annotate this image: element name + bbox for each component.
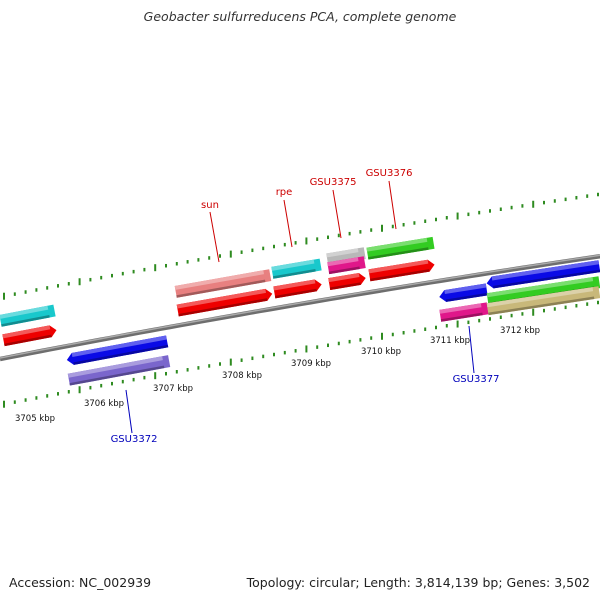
scale-label: 3709 kbp xyxy=(291,359,331,369)
gene-khaki-right xyxy=(486,286,600,316)
gene-gsu3376-green xyxy=(366,236,435,260)
scale-label: 3712 kbp xyxy=(500,326,540,336)
gene-label-gsu3377-leader xyxy=(468,325,475,374)
gene-label-gsu3376-leader xyxy=(388,180,397,230)
gene-khaki-right-shine xyxy=(486,287,594,308)
gene-gsu3377-magenta-shine xyxy=(439,303,482,314)
gene-sun-red-shadow xyxy=(178,298,268,317)
gene-gsu3376-red-shine xyxy=(368,259,429,274)
gene-gsu3372-purple-shine xyxy=(67,356,163,378)
gene-label-gsu3377: GSU3377 xyxy=(453,374,500,385)
gene-gsu3376-green-shadow xyxy=(368,247,429,260)
scale-label: 3711 kbp xyxy=(430,336,470,346)
gene-gsu3375-red xyxy=(328,273,366,290)
gene-labels: sun rpe GSU3375 GSU3376 GSU3372 GSU3377 xyxy=(111,168,500,445)
gene-gsu3377-blue-shadow xyxy=(445,292,488,302)
gene-gsu3377-magenta xyxy=(439,302,489,322)
gene-label-gsu3375: GSU3375 xyxy=(310,177,357,188)
upper-tick-track xyxy=(3,192,599,300)
backbone-line xyxy=(0,253,600,362)
gene-sun-red-shine xyxy=(176,288,267,309)
map-title: Geobacter sulfurreducens PCA, complete g… xyxy=(143,9,457,24)
scale-label: 3708 kbp xyxy=(222,371,262,381)
gene-gsu3372-blue-shadow xyxy=(73,344,169,365)
scale-labels: 3705 kbp 3706 kbp 3707 kbp 3708 kbp 3709 kbp… xyxy=(15,326,540,424)
gene-gsu3377-magenta-shadow xyxy=(440,312,483,322)
gene-rpe-cyan xyxy=(271,258,322,279)
gene-label-rpe: rpe xyxy=(276,187,293,198)
gene-cyan-left xyxy=(0,304,56,327)
backbone-highlight xyxy=(0,254,600,359)
gene-gsu3375-red-shadow xyxy=(329,282,361,290)
gene-red-left-shine xyxy=(2,325,51,339)
scale-label: 3710 kbp xyxy=(361,347,401,357)
genome-stats-text: Topology: circular; Length: 3,814,139 bp… xyxy=(246,575,590,590)
scale-label: 3706 kbp xyxy=(84,399,124,409)
gene-blue-right-shine xyxy=(491,260,600,281)
accession-text: Accession: NC_002939 xyxy=(9,575,152,590)
gene-gsu3375-magenta xyxy=(327,256,366,275)
gene-label-gsu3375-leader xyxy=(332,189,342,239)
scale-label: 3707 kbp xyxy=(153,384,193,394)
gene-gsu3377-blue-shine xyxy=(444,283,487,295)
gene-gsu3377-blue xyxy=(439,283,488,302)
gene-rpe-red-shine xyxy=(273,279,316,291)
gene-red-left xyxy=(2,325,57,347)
gene-sun-salmon-shadow xyxy=(176,279,266,298)
gene-label-sun-leader xyxy=(209,211,220,263)
lower-tick-track xyxy=(3,300,599,408)
gene-khaki-right-shadow xyxy=(488,296,595,316)
scale-label: 3705 kbp xyxy=(15,414,55,424)
genome-backbone xyxy=(0,253,600,362)
gene-cyan-left-shadow xyxy=(1,315,50,327)
gene-rpe-red-shadow xyxy=(274,288,317,299)
gene-gsu3372-blue xyxy=(66,335,169,365)
gene-features xyxy=(0,236,600,386)
gene-label-gsu3372-leader xyxy=(125,389,133,434)
gene-sun-salmon-shine xyxy=(174,270,265,290)
gene-sun-salmon xyxy=(174,269,272,298)
gene-gsu3372-blue-shine xyxy=(71,335,167,357)
gene-gsu3372-purple xyxy=(67,355,171,386)
gene-rpe-cyan-shadow xyxy=(272,268,316,279)
gene-red-left-shadow xyxy=(4,334,52,347)
gene-gsu3375-magenta-shine xyxy=(327,257,359,267)
gene-green-right-shine xyxy=(486,277,594,298)
gene-gsu3376-red xyxy=(368,259,435,282)
gene-label-gsu3376: GSU3376 xyxy=(366,168,413,179)
gene-gsu3376-green-shine xyxy=(366,237,428,252)
gene-label-leaders xyxy=(125,180,475,434)
gene-rpe-cyan-shine xyxy=(271,259,315,271)
gene-gsu3375-magenta-shadow xyxy=(328,266,360,275)
gene-blue-right-shadow xyxy=(493,269,600,289)
gene-label-rpe-leader xyxy=(283,199,293,248)
gene-gsu3375-red-shine xyxy=(328,273,360,283)
gene-label-sun: sun xyxy=(201,200,219,211)
gene-gsu3375-gray-shine xyxy=(326,248,359,258)
gene-sun-red xyxy=(176,288,273,317)
gene-gsu3376-red-shadow xyxy=(369,269,430,282)
gene-label-gsu3372: GSU3372 xyxy=(111,434,158,445)
gene-cyan-left-shine xyxy=(0,305,49,319)
gene-blue-right xyxy=(486,260,600,289)
gene-rpe-red xyxy=(273,279,322,299)
gene-gsu3372-purple-shadow xyxy=(69,365,165,386)
